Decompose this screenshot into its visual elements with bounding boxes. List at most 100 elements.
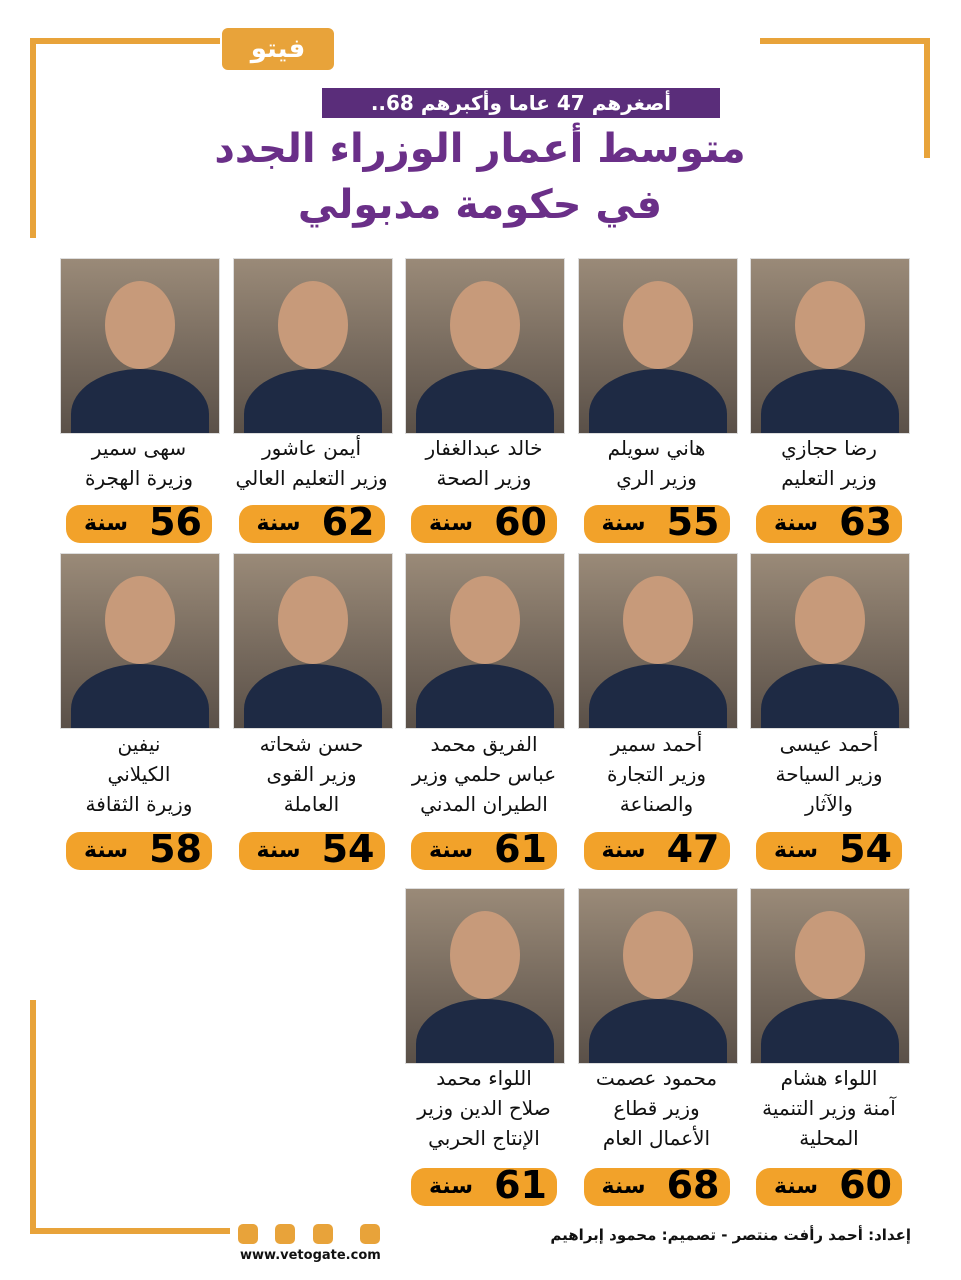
age: 63 — [839, 500, 892, 544]
photo-body — [761, 999, 899, 1063]
website[interactable]: www.vetogate.com — [240, 1248, 381, 1263]
minister-text: أيمن عاشور — [261, 436, 362, 460]
age-unit: سنة — [601, 838, 646, 863]
minister-text: وزير التعليم العالي — [235, 466, 388, 490]
minister-text: وزير الصحة — [436, 466, 532, 490]
age-unit: سنة — [601, 1174, 646, 1199]
minister-text: والآثار — [805, 792, 853, 816]
photo-head — [277, 281, 348, 369]
logo: فيتو — [222, 28, 334, 70]
photo — [577, 888, 738, 1064]
photo-body — [416, 664, 554, 728]
frame — [760, 38, 930, 44]
minister-text: اللواء هشام — [780, 1066, 878, 1090]
minister-text: وزير التعليم — [781, 466, 877, 490]
title: متوسط أعمار الوزراء الجدد — [214, 126, 746, 172]
title: في حكومة مدبولي — [297, 182, 663, 228]
twitter-icon[interactable] — [275, 1224, 295, 1244]
minister-text: وزير الري — [616, 466, 697, 490]
photo-body — [588, 664, 727, 728]
minister-text: الأعمال العام — [602, 1126, 711, 1150]
minister-text: العاملة — [283, 792, 340, 816]
photo-head — [622, 576, 693, 664]
age-unit: سنة — [601, 511, 646, 536]
facebook-icon[interactable] — [238, 1224, 258, 1244]
photo-body — [588, 369, 727, 433]
age: 60 — [839, 1163, 892, 1207]
minister-text: وزيرة الثقافة — [85, 792, 193, 816]
age-badge: 60 سنة — [411, 500, 557, 544]
age-unit: سنة — [84, 511, 128, 536]
minister-text: المحلية — [799, 1126, 859, 1150]
age: 54 — [839, 827, 892, 871]
age: 55 — [666, 500, 720, 544]
minister-text: سهى سمير — [91, 436, 187, 460]
photo — [577, 258, 738, 434]
age-unit: سنة — [774, 1174, 818, 1199]
minister-text: نيفين — [117, 732, 161, 756]
instagram-icon[interactable] — [313, 1224, 333, 1244]
photo-body — [243, 369, 382, 433]
photo-head — [622, 911, 693, 999]
age-unit: سنة — [84, 838, 128, 863]
minister-text: وزيرة الهجرة — [84, 466, 194, 490]
age-badge: 63 سنة — [756, 500, 902, 544]
age-badge: 56 سنة — [66, 500, 212, 544]
age: 68 — [666, 1163, 720, 1207]
age-badge: 54 سنة — [756, 827, 902, 871]
photo — [405, 553, 565, 729]
photo-body — [416, 999, 554, 1063]
photo-head — [622, 281, 693, 369]
frame — [30, 1000, 36, 1230]
photo-head — [795, 281, 865, 369]
age-badge: 62 سنة — [238, 500, 385, 544]
age: 54 — [321, 827, 375, 871]
minister-text: آمنة وزير التنمية — [762, 1096, 896, 1120]
minister-text: الكيلاني — [107, 762, 171, 786]
age-badge: 61 سنة — [411, 1163, 557, 1207]
photo-head — [450, 911, 520, 999]
photo-body — [761, 664, 899, 728]
photo — [60, 553, 220, 729]
photo-head — [795, 576, 865, 664]
minister-text: الفريق محمد — [430, 732, 538, 756]
age-unit: سنة — [256, 838, 301, 863]
photo-body — [588, 999, 727, 1063]
photo-head — [795, 911, 865, 999]
minister-text: أحمد عيسى — [779, 732, 879, 756]
photo-head — [105, 576, 175, 664]
age: 47 — [666, 827, 720, 871]
photo — [60, 258, 220, 434]
minister-text: وزير السياحة — [775, 762, 883, 786]
photo — [232, 553, 393, 729]
age-badge: 60 سنة — [756, 1163, 902, 1207]
youtube-icon[interactable] — [360, 1224, 380, 1244]
age-badge: 54 سنة — [238, 827, 385, 871]
frame — [30, 38, 36, 238]
age-unit: سنة — [774, 511, 818, 536]
minister-text: هاني سويلم — [607, 436, 706, 460]
minister-text: حسن شحاته — [259, 732, 364, 756]
age-badge: 55 سنة — [583, 500, 730, 544]
age-badge: 58 سنة — [66, 827, 212, 871]
age-badge: 68 سنة — [583, 1163, 730, 1207]
photo-body — [416, 369, 554, 433]
age: 56 — [149, 500, 202, 544]
age-unit: سنة — [429, 1174, 473, 1199]
frame — [30, 38, 220, 44]
age-unit: سنة — [774, 838, 818, 863]
age-unit: سنة — [429, 838, 473, 863]
photo — [750, 888, 910, 1064]
photo-body — [761, 369, 899, 433]
photo — [232, 258, 393, 434]
photo — [405, 888, 565, 1064]
frame — [30, 1228, 230, 1234]
minister-text: اللواء محمد — [436, 1066, 532, 1090]
minister-text: محمود عصمت — [595, 1066, 718, 1090]
photo — [750, 553, 910, 729]
photo-head — [277, 576, 348, 664]
photo-body — [71, 664, 209, 728]
age: 58 — [149, 827, 202, 871]
minister-text: الإنتاج الحربي — [428, 1126, 540, 1150]
